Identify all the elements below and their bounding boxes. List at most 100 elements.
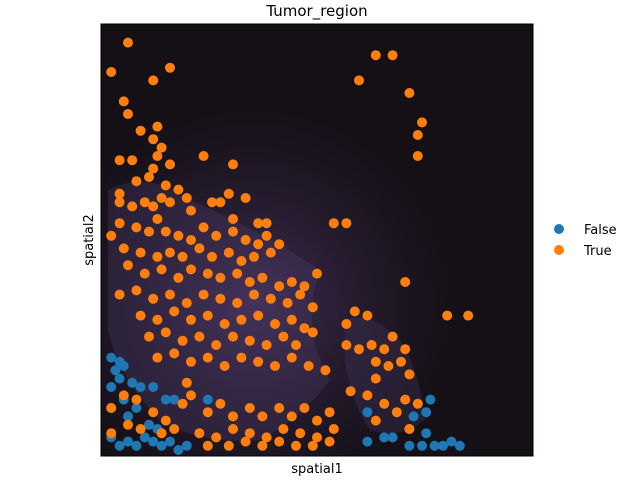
point-false-7 [135, 382, 146, 392]
point-true-26 [160, 180, 171, 191]
point-false-23 [131, 440, 142, 451]
point-true-131 [219, 361, 230, 371]
point-true-56 [240, 235, 251, 245]
point-true-192 [257, 440, 268, 451]
point-true-97 [282, 298, 293, 308]
point-false-3 [110, 365, 121, 376]
point-true-89 [148, 293, 159, 304]
point-true-185 [312, 432, 322, 443]
point-true-183 [278, 424, 289, 434]
point-true-76 [156, 264, 167, 275]
point-true-44 [328, 218, 339, 229]
point-true-94 [232, 298, 243, 308]
point-true-137 [320, 365, 331, 376]
point-false-4 [106, 352, 117, 363]
point-true-4 [354, 75, 364, 86]
point-false-20 [165, 436, 175, 447]
point-true-27 [114, 188, 125, 199]
point-true-173 [106, 428, 117, 439]
point-true-180 [228, 424, 238, 434]
point-true-31 [148, 201, 159, 212]
point-true-6 [387, 50, 398, 61]
point-true-14 [152, 121, 163, 132]
point-true-195 [307, 440, 318, 451]
point-false-37 [417, 440, 427, 451]
point-true-145 [383, 361, 394, 371]
point-true-162 [274, 403, 285, 413]
point-true-114 [194, 331, 205, 342]
point-true-21 [198, 151, 209, 161]
point-true-166 [324, 407, 335, 418]
point-true-146 [396, 356, 406, 367]
point-false-27 [202, 394, 213, 405]
point-true-115 [211, 340, 222, 350]
point-true-123 [349, 306, 360, 317]
point-true-196 [324, 436, 335, 447]
plot-frame [100, 23, 534, 457]
point-true-40 [223, 188, 234, 199]
point-false-12 [131, 403, 142, 413]
point-true-136 [303, 361, 314, 371]
point-true-41 [240, 193, 251, 203]
point-true-117 [244, 335, 255, 346]
legend-marker-false [554, 224, 564, 234]
point-true-93 [215, 293, 226, 304]
point-true-170 [391, 407, 402, 418]
point-true-152 [148, 407, 159, 418]
point-true-67 [207, 251, 217, 262]
plot-area [100, 23, 534, 457]
point-true-167 [345, 386, 356, 397]
point-true-100 [135, 310, 146, 321]
point-false-35 [379, 432, 390, 443]
point-true-39 [228, 214, 238, 224]
point-true-43 [261, 218, 272, 229]
point-false-18 [148, 436, 159, 447]
point-false-24 [123, 436, 133, 447]
point-true-140 [366, 340, 377, 350]
point-true-2 [148, 75, 159, 86]
point-true-87 [114, 289, 125, 300]
point-true-24 [131, 176, 142, 187]
tissue-glow [101, 24, 533, 456]
point-true-188 [404, 424, 415, 434]
point-false-21 [173, 445, 184, 455]
point-true-129 [186, 356, 196, 367]
point-true-36 [186, 205, 196, 216]
point-true-34 [173, 184, 184, 195]
point-true-126 [463, 310, 474, 321]
point-true-33 [165, 197, 175, 208]
point-true-1 [106, 67, 117, 77]
point-true-46 [114, 218, 125, 229]
point-true-134 [270, 361, 280, 371]
point-true-133 [253, 356, 264, 367]
point-true-58 [261, 230, 272, 241]
point-true-101 [152, 314, 163, 325]
point-true-83 [257, 272, 268, 283]
point-true-5 [370, 50, 381, 61]
point-true-111 [144, 331, 154, 342]
point-true-128 [169, 348, 180, 359]
point-true-82 [244, 277, 255, 287]
point-true-98 [295, 289, 306, 300]
point-false-13 [123, 411, 133, 422]
point-true-75 [139, 268, 150, 279]
point-true-141 [379, 344, 390, 355]
point-true-78 [186, 264, 196, 275]
point-true-77 [173, 272, 184, 283]
point-true-107 [253, 310, 264, 321]
point-true-110 [299, 323, 310, 334]
point-true-11 [412, 130, 423, 140]
point-true-3 [165, 62, 175, 73]
point-true-12 [135, 125, 146, 136]
point-true-28 [114, 197, 125, 208]
point-true-0 [123, 37, 133, 48]
point-true-50 [160, 226, 171, 237]
point-true-74 [123, 260, 133, 271]
point-true-189 [202, 440, 213, 451]
point-true-35 [181, 193, 192, 203]
point-true-16 [152, 151, 163, 161]
point-true-165 [312, 415, 322, 426]
point-true-62 [135, 247, 146, 258]
point-true-69 [236, 256, 247, 266]
point-true-13 [148, 134, 159, 145]
